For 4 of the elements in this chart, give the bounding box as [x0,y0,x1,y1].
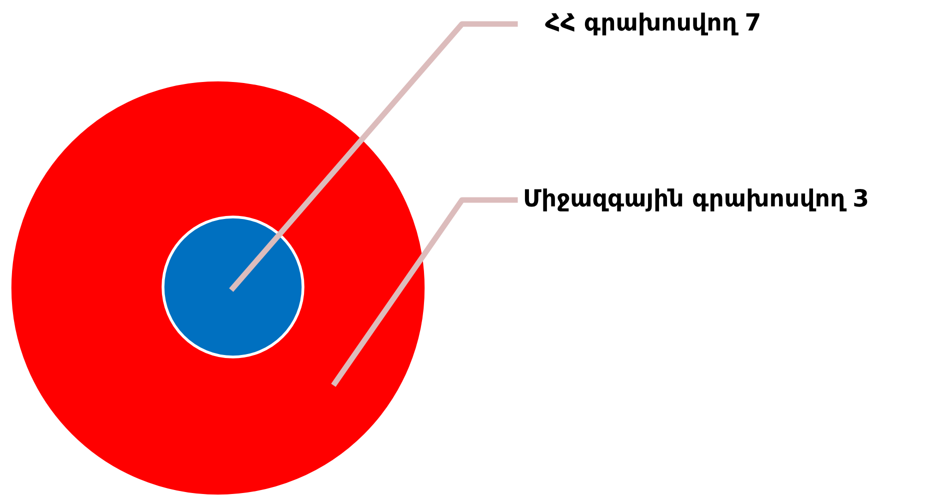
data-label: 7 [746,13,760,31]
category-label: Միջազգային գրախոսվող [524,188,847,212]
category-label: ՀՀ գրախոսվող [545,12,738,36]
data-label: 3 [854,188,868,207]
